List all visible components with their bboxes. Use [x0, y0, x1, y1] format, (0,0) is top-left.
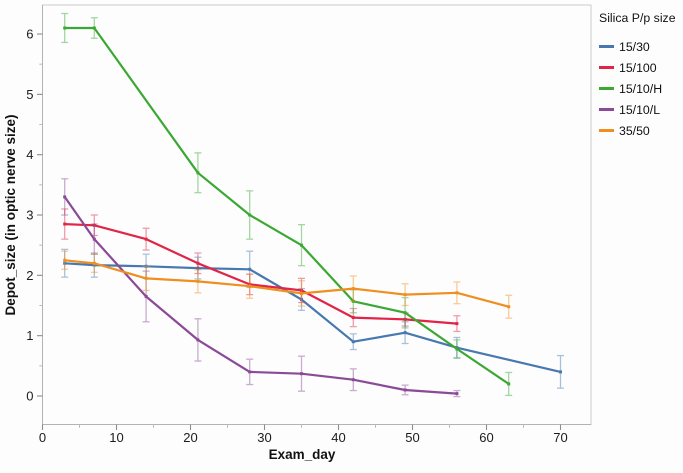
series-line [63, 262, 562, 373]
data-point [92, 223, 96, 227]
data-point [455, 392, 459, 396]
legend-swatch [599, 129, 614, 132]
legend-swatch [599, 108, 614, 111]
data-point [63, 26, 67, 30]
data-point [144, 264, 148, 268]
y-tick-label: 4 [26, 147, 33, 162]
data-point [63, 222, 67, 226]
y-tick-label: 0 [26, 389, 33, 404]
x-tick-label: 20 [183, 430, 197, 445]
data-point [403, 317, 407, 321]
y-tick-label: 2 [26, 268, 33, 283]
data-point [248, 282, 252, 286]
x-tick-label: 30 [257, 430, 271, 445]
legend-item: 15/10/L [599, 99, 683, 120]
data-point [300, 291, 303, 295]
data-point [144, 294, 148, 298]
legend-swatch [599, 45, 614, 48]
x-tick-label: 60 [479, 430, 493, 445]
data-point [248, 213, 252, 217]
data-point [196, 338, 200, 342]
data-point [559, 370, 562, 374]
data-point [403, 311, 407, 315]
data-point [92, 26, 96, 30]
y-tick-label: 1 [26, 328, 33, 343]
legend-label: 15/100 [619, 60, 657, 75]
legend-swatch [599, 66, 614, 69]
data-point [63, 195, 67, 199]
series-line [63, 259, 510, 308]
data-point [351, 299, 355, 303]
y-tick-label: 5 [26, 87, 33, 102]
legend-label: 15/10/H [619, 81, 663, 96]
legend-label: 15/10/L [619, 102, 661, 117]
data-point [196, 279, 200, 283]
series-line [63, 195, 458, 395]
data-point [300, 243, 303, 247]
data-point [351, 340, 355, 344]
data-point [351, 378, 355, 382]
data-point [455, 322, 459, 326]
y-tick-label: 3 [26, 208, 33, 223]
data-point [92, 261, 96, 265]
data-point [248, 284, 252, 288]
data-point [92, 237, 96, 241]
data-point [248, 267, 252, 271]
data-point [403, 388, 407, 392]
plot-border [42, 4, 592, 425]
data-point [144, 276, 148, 280]
series-15-30 [61, 248, 564, 389]
data-point [455, 291, 459, 295]
data-point [351, 316, 355, 320]
legend-title: Silica P/p size [599, 11, 676, 25]
data-point [300, 297, 303, 301]
series-15-10-H [61, 12, 513, 397]
legend-item: 15/100 [599, 57, 683, 78]
series-35-50 [61, 250, 513, 319]
legend-item: 15/10/H [599, 78, 683, 99]
x-tick-label: 70 [553, 430, 567, 445]
data-point [248, 370, 252, 374]
data-point [507, 382, 511, 386]
data-point [196, 266, 200, 270]
legend-swatch [599, 87, 614, 90]
data-point [351, 287, 355, 291]
data-point [300, 288, 303, 292]
legend-label: 35/50 [619, 123, 650, 138]
x-tick-label: 40 [331, 430, 345, 445]
data-series [61, 12, 564, 398]
plot-frame [42, 4, 592, 425]
legend-items: 15/30 15/100 15/10/H 15/10/L 35/50 [599, 36, 683, 141]
legend-label: 15/30 [619, 39, 650, 54]
series-15-100 [61, 208, 461, 333]
data-point [144, 237, 148, 241]
data-point [63, 261, 67, 265]
series-15-10-L [61, 178, 461, 398]
data-point [92, 263, 96, 267]
x-tick-label: 0 [39, 430, 46, 445]
x-tick-label: 50 [405, 430, 419, 445]
axis-ticks [37, 33, 562, 430]
data-point [300, 372, 303, 376]
x-tick-label: 10 [109, 430, 123, 445]
data-point [507, 305, 511, 309]
data-point [196, 261, 200, 265]
y-axis-title: Depot_size (in optic nerve size) [3, 114, 18, 315]
x-axis-title: Exam_day [269, 447, 336, 462]
series-line [63, 223, 458, 325]
legend-item: 35/50 [599, 120, 683, 141]
data-point [196, 171, 200, 175]
y-tick-label: 6 [26, 27, 33, 42]
data-point [403, 331, 407, 335]
data-point [455, 347, 459, 351]
legend-item: 15/30 [599, 36, 683, 57]
series-line [63, 26, 510, 385]
legend: Silica P/p size 15/30 15/100 15/10/H 15/10/… [599, 10, 683, 141]
data-point [63, 258, 67, 262]
data-point [403, 293, 407, 297]
